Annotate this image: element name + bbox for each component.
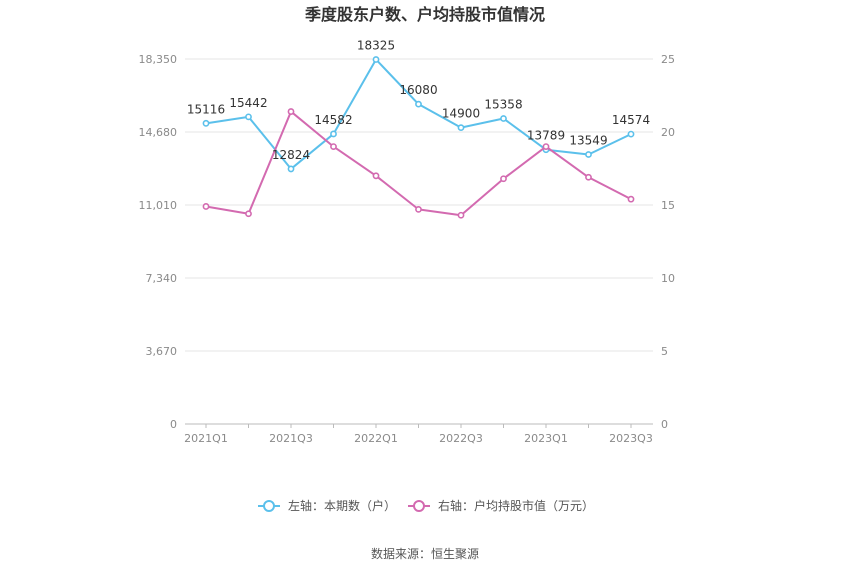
data-label: 14900 [442,107,480,121]
series-point-2 [330,143,337,150]
data-label: 13789 [527,129,565,143]
series-point-2 [202,203,210,210]
x-tick-label: 2022Q1 [354,432,398,445]
right-tick-label: 5 [661,345,668,358]
left-tick-label: 11,010 [139,199,178,212]
data-label: 14582 [314,113,352,127]
left-tick-label: 3,670 [146,345,178,358]
series-point-2 [287,108,295,115]
series-point-1 [287,165,295,173]
right-tick-label: 10 [661,272,675,285]
series-group [202,56,635,219]
chart-title: 季度股东户数、户均持股市值情况 [304,5,545,24]
series-point-1 [415,100,422,108]
series-point-2 [627,195,635,203]
series-point-1 [202,119,210,127]
series-line-1 [205,58,632,170]
right-tick-label: 20 [661,126,675,139]
series-point-2 [500,175,507,183]
axes: 0 3,670 7,340 11,010 14,680 18,350 0 5 10 15 20 25 2… [139,53,676,445]
series-point-2 [585,173,592,181]
left-tick-label: 7,340 [146,272,178,285]
legend-label-1[interactable]: 左轴：本期数（户） [288,498,396,513]
data-label: 18325 [357,38,395,52]
series-point-1 [372,56,380,63]
legend-marker-2[interactable] [413,500,425,512]
source-note: 数据来源：恒生聚源 [371,546,479,561]
right-tick-label: 0 [661,418,668,431]
data-label: 15442 [229,96,267,110]
series-point-1 [245,113,252,121]
series-point-1 [330,130,337,138]
data-label: 16080 [399,83,437,97]
left-tick-label: 18,350 [139,53,178,66]
gridlines [185,58,653,352]
x-tick-label: 2021Q1 [184,432,228,445]
left-tick-label: 0 [170,418,177,431]
data-labels: 15116 15442 12824 14582 18325 16080 14900 15358… [187,38,650,161]
legend[interactable]: 左轴：本期数（户） 右轴：户均持股市值（万元） [258,498,594,513]
right-tick-label: 15 [661,199,675,212]
series-point-1 [627,130,635,138]
legend-marker-1[interactable] [263,500,275,512]
series-line-2 [205,110,632,217]
x-tick-label: 2021Q3 [269,432,313,445]
series-point-2 [457,211,465,219]
series-point-2 [415,205,422,213]
x-tick-label: 2023Q1 [524,432,568,445]
data-label: 15358 [484,98,522,112]
series-point-1 [500,115,507,122]
x-tick-label: 2022Q3 [439,432,483,445]
series-point-1 [585,151,592,158]
data-label: 15116 [187,102,225,116]
legend-label-2[interactable]: 右轴：户均持股市值（万元） [438,498,594,513]
series-point-2 [372,172,380,180]
left-tick-label: 14,680 [139,126,178,139]
right-tick-label: 25 [661,53,675,66]
data-label: 12824 [272,148,310,162]
data-label: 14574 [612,113,650,127]
data-label: 13549 [569,133,607,147]
series-point-1 [457,124,465,132]
series-point-2 [245,210,252,218]
x-tick-label: 2023Q3 [609,432,653,445]
series-point-2 [542,143,550,150]
